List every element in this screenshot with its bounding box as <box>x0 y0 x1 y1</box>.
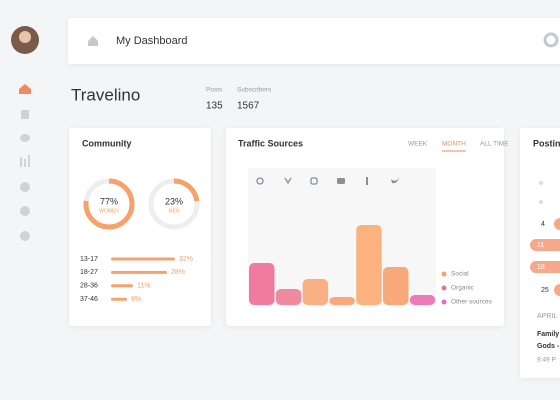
age-label: 28-36 <box>80 283 98 290</box>
posting-card <box>520 128 560 378</box>
donut-arc <box>83 178 135 230</box>
stat-label: Posts <box>206 87 223 94</box>
donut-arc <box>148 178 200 230</box>
google-icon <box>256 177 264 185</box>
legend-label: Organic <box>451 285 475 292</box>
traffic-bar <box>302 279 329 305</box>
event-time: 9:49 P <box>537 357 556 364</box>
age-value: 11% <box>137 283 151 290</box>
legend-label: Other sources <box>451 299 493 306</box>
age-bar <box>111 297 127 301</box>
age-bar <box>111 270 167 274</box>
source-icons <box>256 177 399 185</box>
age-value: 8% <box>131 296 141 303</box>
day-pill <box>530 261 560 273</box>
tab[interactable]: WEEK <box>408 141 428 148</box>
twitter-icon <box>391 178 399 184</box>
profile-name: Travelino <box>71 85 140 104</box>
day-dot <box>554 284 560 296</box>
legend-label: Social <box>451 271 469 278</box>
posting-content: Posting APRIL Family Gods - 9:49 P 4 11 18… <box>530 138 560 364</box>
nav-messages[interactable] <box>20 134 30 142</box>
nav-chart[interactable] <box>20 182 30 192</box>
yc-icon <box>284 177 292 185</box>
nav-stats-bar <box>28 155 30 167</box>
day-dot <box>554 218 560 230</box>
donut-label: WOMEN <box>99 208 119 214</box>
donut-value: 23% <box>165 196 183 206</box>
day-label: 4 <box>541 221 545 228</box>
nav-info[interactable] <box>20 231 30 241</box>
stat-label: Subscribers <box>237 87 272 94</box>
community-card <box>69 128 211 326</box>
calendar-day <box>539 181 543 185</box>
age-label: 18-27 <box>80 269 98 276</box>
donut-label: MEN <box>168 208 180 214</box>
age-label: 13-17 <box>80 256 98 263</box>
calendar-day <box>539 200 543 204</box>
legend-dot <box>441 271 447 277</box>
traffic-bar <box>356 225 382 305</box>
traffic-bar <box>249 263 275 305</box>
stat-value: 1567 <box>237 101 260 112</box>
nav-home[interactable] <box>19 84 31 94</box>
event-line: Family <box>537 331 559 338</box>
nav-stats[interactable] <box>20 157 22 167</box>
day-label: 25 <box>541 287 549 294</box>
header-bar <box>68 18 560 64</box>
card-title: Community <box>82 138 132 148</box>
traffic-bar <box>329 297 355 305</box>
card-title: Posting <box>533 138 560 148</box>
day-label: 18 <box>537 264 545 271</box>
traffic-bar <box>383 267 409 305</box>
home-icon[interactable] <box>88 36 98 46</box>
traffic-bar <box>275 289 302 305</box>
age-bar <box>111 257 175 261</box>
facebook-icon <box>366 177 368 185</box>
age-value: 32% <box>179 256 193 263</box>
age-label: 37-46 <box>80 296 98 303</box>
settings-icon[interactable] <box>543 32 559 48</box>
traffic-bar <box>409 295 436 305</box>
day-pill <box>530 239 560 251</box>
instagram-icon <box>310 177 318 185</box>
day-label: 11 <box>537 242 544 249</box>
nav-stats-bar <box>24 159 26 167</box>
tab[interactable]: MONTH <box>442 141 466 148</box>
page-title: My Dashboard <box>116 35 188 47</box>
card-title: Traffic Sources <box>238 138 303 148</box>
nav-settings[interactable] <box>20 206 30 216</box>
youtube-icon <box>337 178 345 184</box>
age-bar <box>111 284 133 288</box>
legend-dot <box>441 285 447 291</box>
stat-value: 135 <box>206 101 223 112</box>
month: APRIL <box>537 313 557 320</box>
age-value: 28% <box>171 269 185 276</box>
donut-value: 77% <box>100 196 118 206</box>
tab[interactable]: ALL TIME <box>480 141 509 148</box>
event-line: Gods - <box>537 343 560 350</box>
legend-dot <box>441 299 447 305</box>
avatar-face <box>19 31 31 43</box>
nav-pages[interactable] <box>21 110 29 119</box>
